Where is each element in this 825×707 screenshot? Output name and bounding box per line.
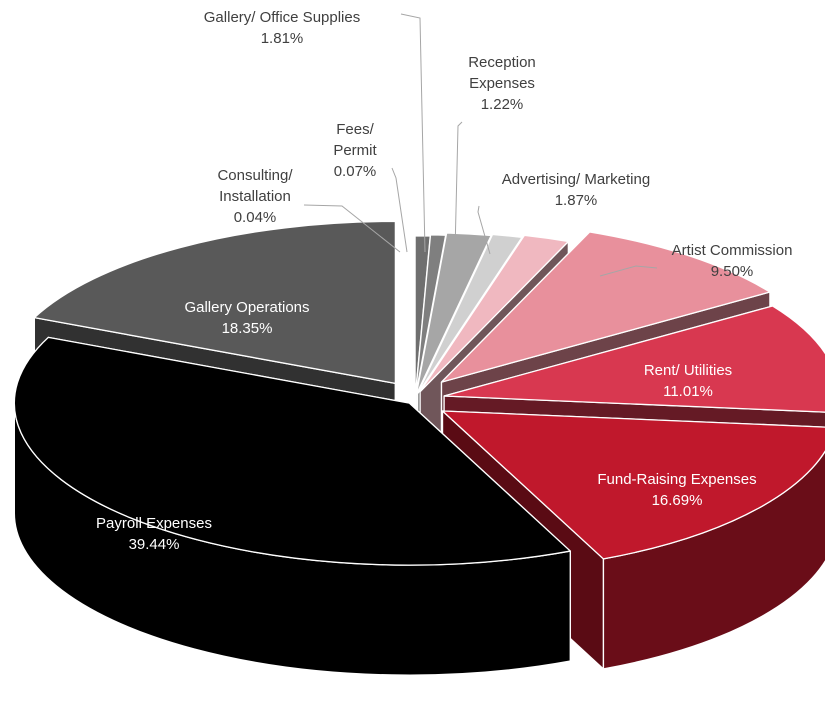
slice-name-label: Expenses [469,75,535,92]
slice-value-label: 0.04% [234,209,277,226]
leader-line-reception-expenses [454,121,463,253]
pie-labels: Consulting/Installation 0.04% Fees/Permit 0… [96,9,792,553]
slice-rent-utilities [443,305,825,413]
slice-reception-expenses [417,233,523,395]
slice-value-label: 11.01% [663,383,713,400]
data-label-artist-commission: Artist Commission 9.50% [672,242,793,280]
slice-gallery-operations [33,220,397,385]
slice-fund-raising-expenses [441,410,825,560]
slice-name-label: Rent/ Utilities [644,362,732,379]
data-label-gallery-office-supplies: Gallery/ Office Supplies 1.81% [204,9,360,47]
slice-advertising-marketing [419,234,569,393]
leader-line-advertising-marketing [477,205,491,255]
data-label-payroll-expenses: Payroll Expenses 39.44% [96,515,212,553]
slice-name-label: Payroll Expenses [96,515,212,532]
slice-gallery-office-supplies [415,232,492,396]
data-label-fees-permit: Fees/Permit 0.07% [333,121,377,180]
slice-name-label: Artist Commission [672,242,793,259]
slice-name-label: Fees/ [336,121,374,138]
data-label-gallery-operations: Gallery Operations 18.35% [184,299,309,337]
data-label-fund-raising-expenses: Fund-Raising Expenses 16.69% [597,471,756,509]
slice-artist-commission [440,231,771,383]
slice-name-label: Fund-Raising Expenses [597,471,756,488]
slice-name-label: Installation [219,188,291,205]
data-label-reception-expenses: Reception Expenses 1.22% [468,54,536,113]
slice-value-label: 1.87% [555,192,598,209]
data-label-rent-utilities: Rent/ Utilities 11.01% [644,362,732,400]
slice-value-label: 1.81% [261,30,304,47]
slice-name-label: Gallery/ Office Supplies [204,9,360,26]
slice-name-label: Advertising/ Marketing [502,171,650,188]
slice-name-label: Reception [468,54,536,71]
pie-tops [13,220,825,566]
slice-name-label: Consulting/ [217,167,293,184]
leader-line-gallery-office-supplies [400,13,426,253]
leader-lines [303,13,658,277]
slice-payroll-expenses [13,336,571,566]
slice-value-label: 18.35% [222,320,273,337]
data-label-consulting-installation: Consulting/Installation 0.04% [217,167,293,226]
leader-line-fees-permit [391,167,408,253]
slice-value-label: 0.07% [334,163,377,180]
data-label-advertising-marketing: Advertising/ Marketing 1.87% [502,171,650,209]
leader-line-consulting-installation [303,204,401,253]
slice-value-label: 1.22% [481,96,524,113]
slice-value-label: 39.44% [129,536,180,553]
leader-line-artist-commission [599,265,658,277]
slice-value-label: 9.50% [711,263,754,280]
slice-value-label: 16.69% [652,492,703,509]
slice-name-label: Permit [333,142,377,159]
slice-name-label: Gallery Operations [184,299,309,316]
